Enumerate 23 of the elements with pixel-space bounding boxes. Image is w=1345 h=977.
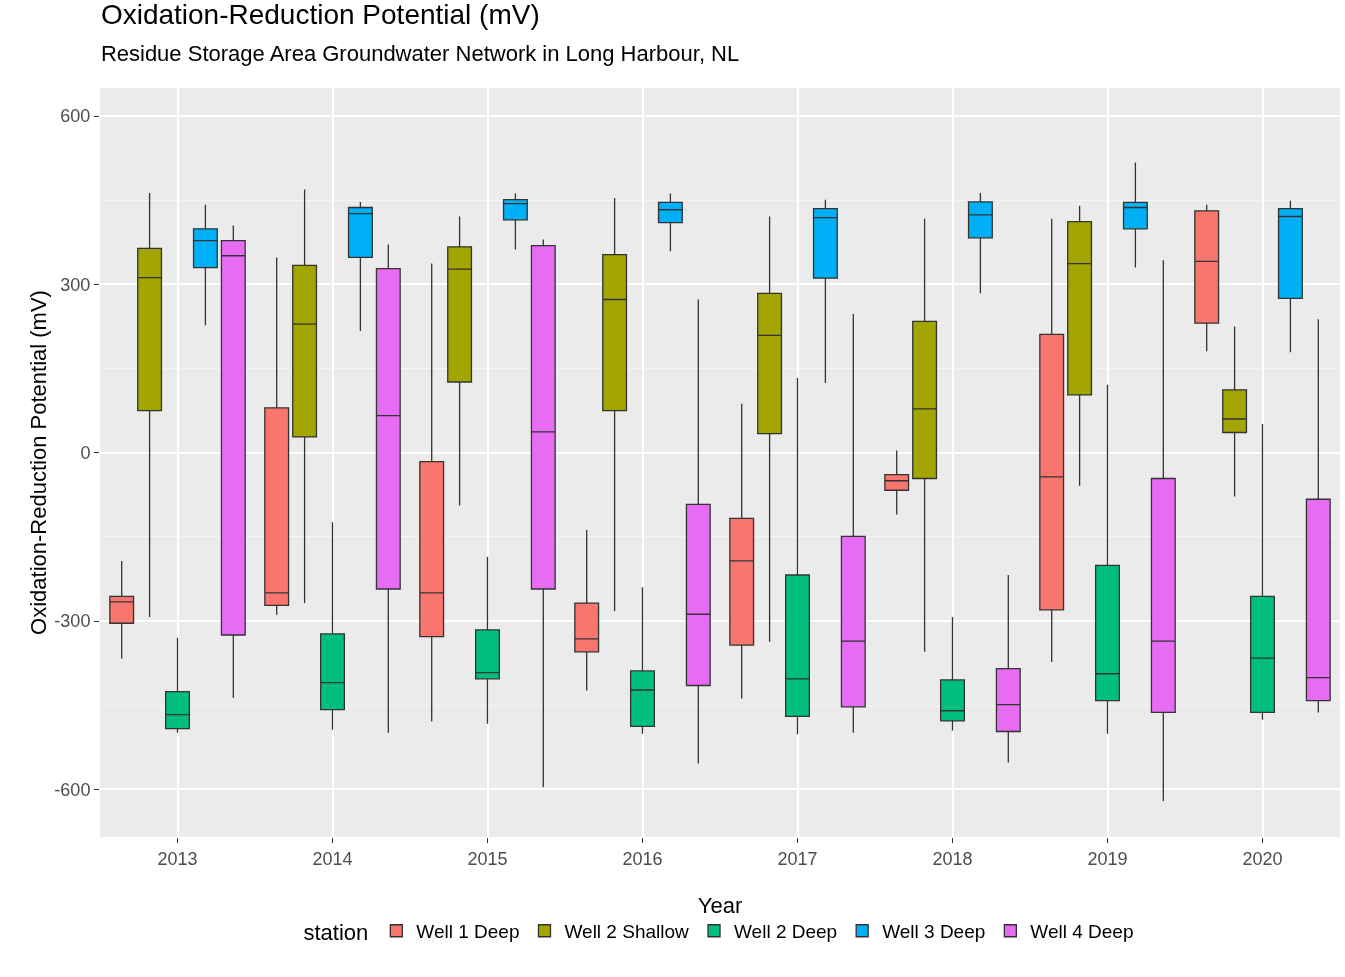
y-axis-title: Oxidation-Reduction Potential (mV)	[26, 290, 51, 635]
x-tick-label: 2014	[312, 848, 353, 869]
x-tick-label: 2013	[157, 848, 198, 869]
x-tick-label: 2020	[1242, 848, 1283, 869]
legend-label: Well 2 Shallow	[564, 921, 690, 943]
y-tick-label: 300	[60, 274, 91, 295]
legend-title: station	[303, 920, 369, 946]
legend-label: Well 3 Deep	[882, 921, 986, 943]
chart-subtitle: Residue Storage Area Groundwater Network in Long Harbour, NL	[100, 40, 740, 66]
x-axis-title: Year	[697, 893, 743, 918]
x-tick-label: 2018	[932, 848, 973, 869]
x-tick-label: 2017	[777, 848, 818, 869]
x-tick-label: 2015	[467, 848, 508, 869]
y-tick-label: 0	[80, 442, 91, 463]
y-tick-label: 600	[60, 106, 91, 127]
y-tick-label: -300	[54, 611, 91, 632]
x-tick-label: 2019	[1087, 848, 1128, 869]
legend-label: Well 4 Deep	[1030, 921, 1134, 943]
legend-label: Well 2 Deep	[734, 921, 838, 943]
legend-label: Well 1 Deep	[416, 921, 520, 943]
x-tick-label: 2016	[622, 848, 663, 869]
y-tick-label: -600	[54, 779, 91, 800]
chart-title: Oxidation-Reduction Potential (mV)	[100, 0, 540, 31]
